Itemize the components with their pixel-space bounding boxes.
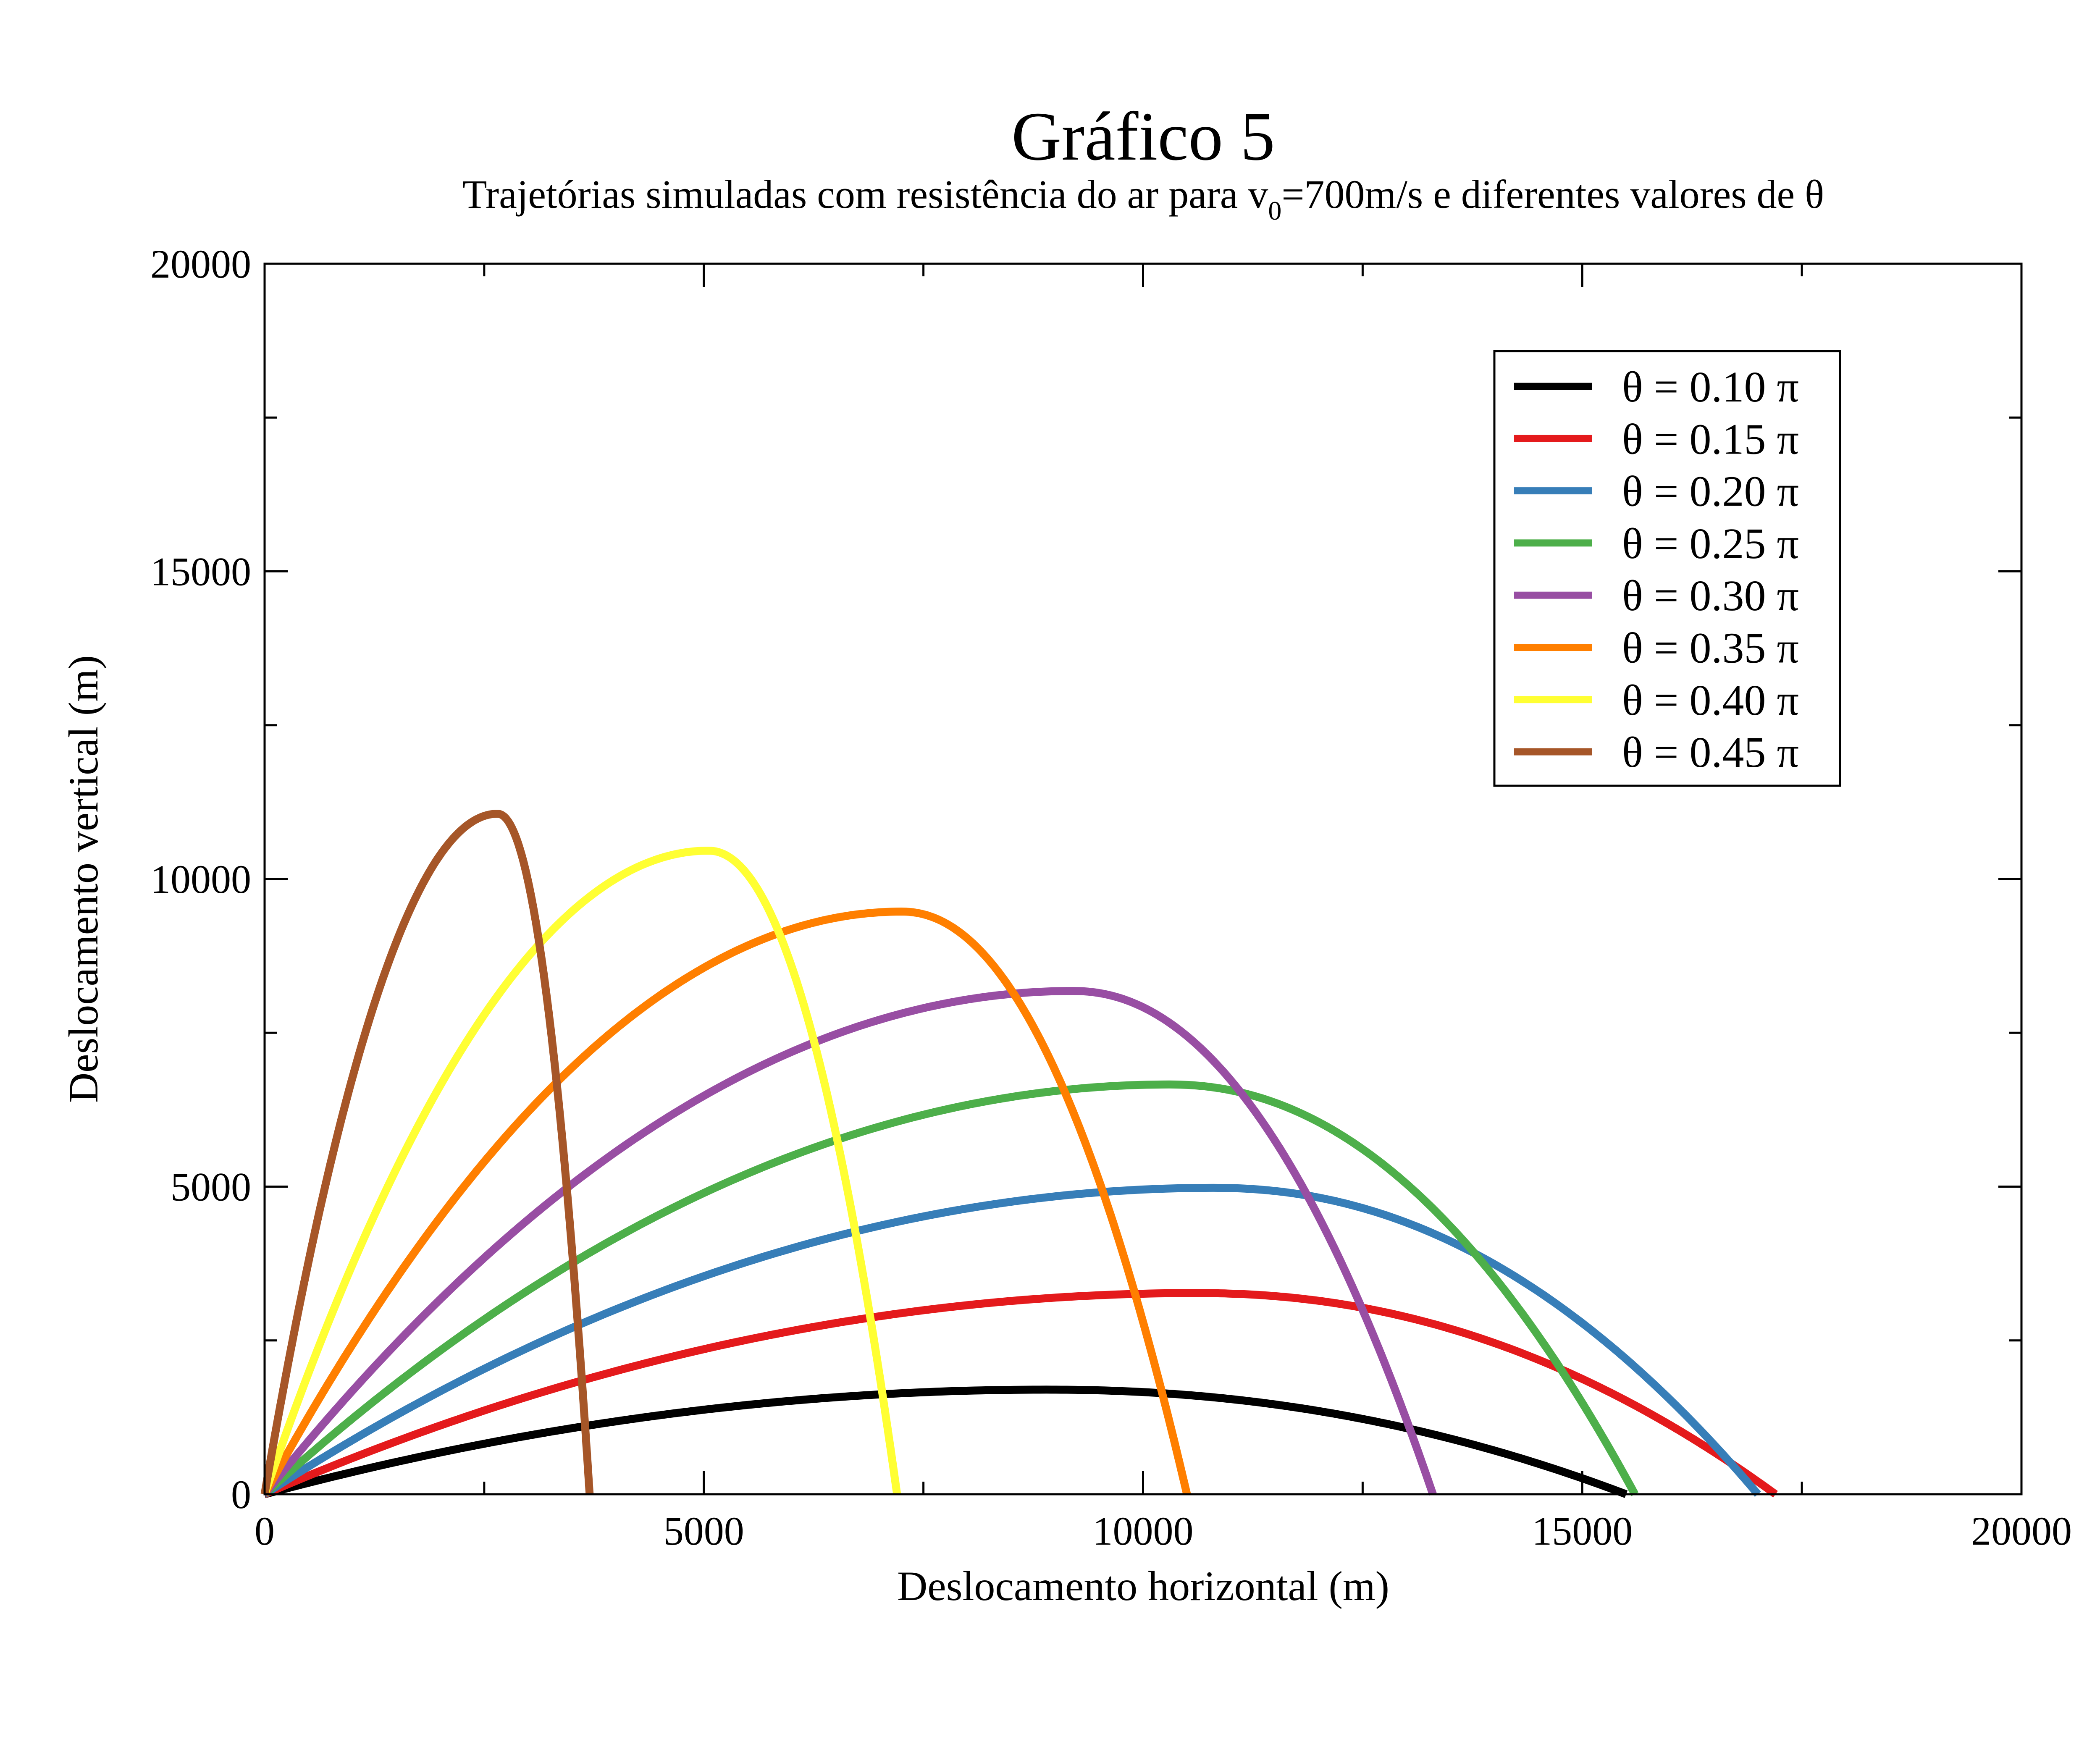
x-tick-label-4: 20000 bbox=[1971, 1509, 2072, 1553]
series-line-6 bbox=[261, 908, 1191, 1496]
y-axis-label: Deslocamento vertical (m) bbox=[60, 655, 107, 1103]
plot-curves bbox=[260, 810, 1778, 1498]
legend-label-4: θ = 0.25 π bbox=[1622, 519, 1799, 568]
subtitle-subscript: 0 bbox=[1268, 196, 1281, 226]
x-tick-label-0: 0 bbox=[255, 1509, 275, 1553]
x-axis-label: Deslocamento horizontal (m) bbox=[897, 1563, 1389, 1609]
y-tick-label-0: 0 bbox=[231, 1472, 251, 1517]
y-tick-label-4: 20000 bbox=[150, 241, 251, 286]
legend-item-1: θ = 0.10 π bbox=[1514, 363, 1799, 411]
legend-label-7: θ = 0.40 π bbox=[1622, 676, 1799, 724]
y-tick-label-2: 10000 bbox=[150, 857, 251, 902]
series-line-2 bbox=[263, 1289, 1778, 1498]
series-line-5 bbox=[261, 987, 1437, 1497]
series-line-7 bbox=[261, 847, 901, 1496]
legend: θ = 0.10 πθ = 0.15 πθ = 0.20 πθ = 0.25 π… bbox=[1493, 350, 1841, 787]
legend-box bbox=[1493, 350, 1841, 787]
legend-label-5: θ = 0.30 π bbox=[1622, 572, 1799, 620]
legend-item-5: θ = 0.30 π bbox=[1514, 572, 1799, 620]
legend-label-2: θ = 0.15 π bbox=[1622, 415, 1799, 463]
series-line-1 bbox=[263, 1385, 1628, 1498]
series-line-8 bbox=[260, 810, 594, 1495]
subtitle-text-before: Trajetórias simuladas com resistência do… bbox=[462, 172, 1268, 217]
y-tick-label-3: 15000 bbox=[150, 549, 251, 594]
x-tick-label-3: 15000 bbox=[1532, 1509, 1633, 1553]
legend-items: θ = 0.10 πθ = 0.15 πθ = 0.20 πθ = 0.25 π… bbox=[1514, 363, 1799, 777]
legend-item-3: θ = 0.20 π bbox=[1514, 467, 1799, 516]
legend-item-2: θ = 0.15 π bbox=[1514, 415, 1799, 463]
legend-item-7: θ = 0.40 π bbox=[1514, 676, 1799, 724]
series-line-3 bbox=[262, 1183, 1761, 1498]
legend-label-6: θ = 0.35 π bbox=[1622, 624, 1799, 672]
legend-item-8: θ = 0.45 π bbox=[1514, 728, 1799, 777]
chart-title: Gráfico 5 bbox=[1011, 98, 1275, 175]
axis-tick-labels: 0 5000 10000 15000 20000 0 5000 10000 15000 20000 bbox=[150, 241, 2072, 1553]
x-tick-label-1: 5000 bbox=[664, 1509, 744, 1553]
legend-label-1: θ = 0.10 π bbox=[1622, 363, 1799, 411]
y-tick-label-1: 5000 bbox=[171, 1165, 251, 1210]
legend-label-3: θ = 0.20 π bbox=[1622, 467, 1799, 516]
series-line-4 bbox=[262, 1080, 1639, 1498]
legend-label-8: θ = 0.45 π bbox=[1622, 728, 1799, 777]
axis-ticks bbox=[263, 262, 2023, 1496]
x-tick-label-2: 10000 bbox=[1093, 1509, 1194, 1553]
legend-item-6: θ = 0.35 π bbox=[1514, 624, 1799, 672]
subtitle-text-after: =700m/s e diferentes valores de θ bbox=[1281, 172, 1824, 217]
chart-subtitle: Trajetórias simuladas com resistência do… bbox=[462, 172, 1824, 226]
legend-item-4: θ = 0.25 π bbox=[1514, 519, 1799, 568]
